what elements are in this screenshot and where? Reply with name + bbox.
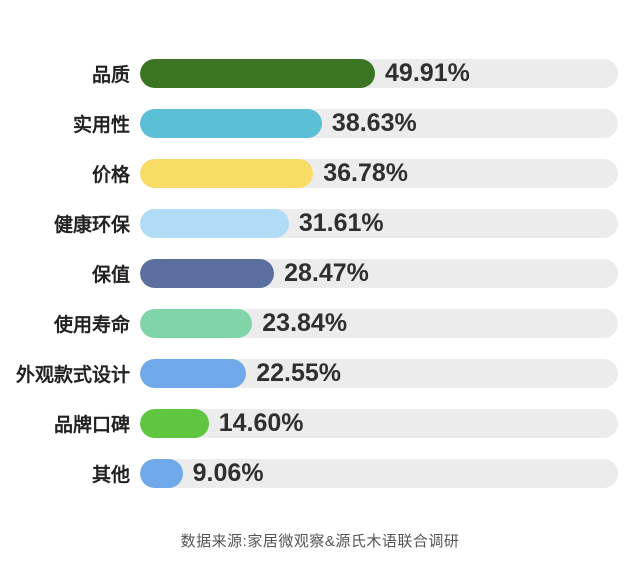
bar-track: 22.55% [140,359,618,388]
bar-label: 实用性 [72,115,130,136]
bar-track: 38.63% [140,109,618,138]
bar-value: 36.78% [323,159,408,187]
bar-label: 价格 [91,165,130,186]
chart-rows: 品质 49.91% 实用性 38.63% 价格 36.78% 健康环保 31.61% 保值 28.… [0,59,640,488]
bar-fill [140,159,314,188]
bar-fill [140,359,247,388]
bar-fill [140,309,253,338]
bar-label: 使用寿命 [53,315,130,336]
bar-label: 健康环保 [53,215,130,236]
bar-value: 23.84% [262,309,348,337]
bar-fill [140,109,322,138]
bar-value: 49.91% [385,59,470,87]
chart-row: 健康环保 31.61% [0,209,618,238]
bar-fill [140,59,376,88]
bar-label: 外观款式设计 [15,365,130,386]
bar-value: 22.55% [256,359,341,387]
bar-track: 23.84% [140,309,618,338]
bar-track: 14.60% [140,409,618,438]
bar-fill [140,209,289,238]
bar-track: 31.61% [140,209,618,238]
chart-row: 实用性 38.63% [0,109,618,138]
bar-label: 保值 [91,265,130,286]
chart-row: 品牌口碑 14.60% [0,409,618,438]
bar-value: 14.60% [218,409,304,437]
chart-row: 外观款式设计 22.55% [0,359,618,388]
bar-label: 其他 [91,465,130,486]
chart-row: 其他 9.06% [0,459,618,488]
bar-fill [140,409,209,438]
chart-row: 品质 49.91% [0,59,618,88]
bar-label: 品牌口碑 [53,415,130,436]
bar-track: 49.91% [140,59,618,88]
bar-value: 31.61% [298,209,384,237]
bar-fill [140,259,275,288]
bar-value: 28.47% [284,259,369,287]
data-source-note: 数据来源:家居微观察&源氏木语联合调研 [180,533,460,550]
bar-fill [140,459,183,488]
bar-track: 28.47% [140,259,618,288]
bar-value: 38.63% [331,109,417,137]
chart-row: 价格 36.78% [0,159,618,188]
bar-value: 9.06% [192,459,264,487]
bar-track: 36.78% [140,159,618,188]
chart-row: 保值 28.47% [0,259,618,288]
chart-row: 使用寿命 23.84% [0,309,618,338]
bar-track: 9.06% [140,459,618,488]
bar-label: 品质 [91,65,130,86]
